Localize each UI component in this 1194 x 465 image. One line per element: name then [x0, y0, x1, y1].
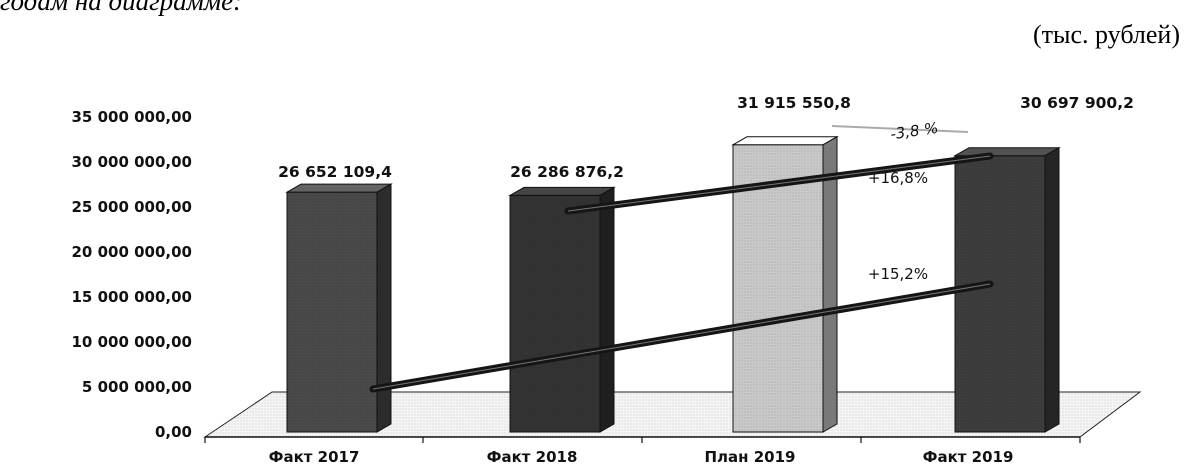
data-label-факт-2018: 26 286 876,2: [510, 163, 624, 181]
y-tick-label: 35 000 000,00: [71, 108, 192, 126]
bar-side: [822, 135, 838, 433]
caption-fragment: годам на диаграмме:: [0, 0, 243, 16]
bar-факт-2017: [285, 183, 393, 433]
bar-side: [599, 186, 615, 433]
growth-line-2017-2019-highlight: [372, 283, 991, 390]
category-label: Факт 2018: [487, 448, 578, 465]
growth-annotation: -3,8 %: [889, 119, 939, 144]
data-label-факт-2019: 30 697 900,2: [1020, 94, 1134, 112]
y-tick-label: 0,00: [155, 423, 192, 441]
category-label: Факт 2019: [923, 448, 1014, 465]
growth-annotation: +16,8%: [868, 169, 928, 187]
bar-top: [508, 186, 616, 196]
y-tick-label: 10 000 000,00: [71, 333, 192, 351]
bar-top: [731, 136, 839, 146]
bar-факт-2019: [953, 146, 1061, 433]
chart-floor-shade: [205, 392, 1140, 437]
category-label: Факт 2017: [269, 448, 360, 465]
y-tick-label: 30 000 000,00: [71, 153, 192, 171]
category-label: План 2019: [705, 448, 796, 465]
bar-план-2019: [731, 135, 839, 433]
y-tick-label: 20 000 000,00: [71, 243, 192, 261]
y-tick-label: 15 000 000,00: [71, 288, 192, 306]
bar-texture: [287, 192, 377, 432]
data-label-факт-2017: 26 652 109,4: [278, 163, 392, 181]
growth-line-2018-2019-highlight: [567, 155, 991, 212]
bar-texture: [510, 195, 600, 432]
unit-label: (тыс. рублей): [1032, 20, 1180, 49]
y-tick-label: 25 000 000,00: [71, 198, 192, 216]
growth-line-plan-fact-2019: [831, 125, 969, 133]
growth-annotation: +15,2%: [868, 265, 928, 283]
bar-texture: [733, 144, 823, 432]
bar-side: [1044, 146, 1060, 433]
bar-side: [376, 183, 392, 433]
y-tick-label: 5 000 000,00: [82, 378, 192, 396]
bar-top: [285, 183, 393, 193]
bar-texture: [955, 155, 1045, 432]
bar-факт-2018: [508, 186, 616, 433]
data-label-план-2019: 31 915 550,8: [737, 94, 851, 112]
bar-top: [953, 147, 1061, 157]
